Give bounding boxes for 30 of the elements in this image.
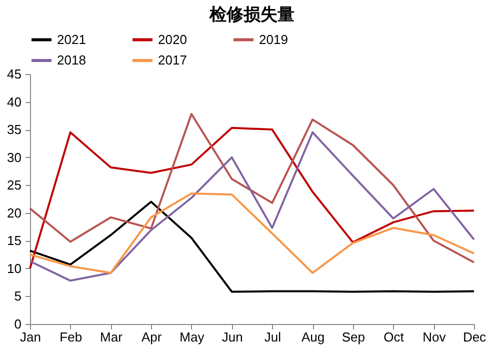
x-tick-label: Feb xyxy=(60,330,82,344)
x-tick-label: Nov xyxy=(422,330,446,344)
x-tick-label: Apr xyxy=(141,330,162,344)
y-tick-label: 30 xyxy=(7,150,22,165)
x-tick-label: Jul xyxy=(264,330,282,344)
y-tick-label: 25 xyxy=(7,178,22,193)
x-tick-label: Jun xyxy=(222,330,243,344)
chart-title: 检修损失量 xyxy=(208,5,294,25)
x-tick-label: Oct xyxy=(384,330,404,344)
x-tick-label: May xyxy=(180,330,205,344)
x-tick-label: Sep xyxy=(342,330,365,344)
y-tick-label: 0 xyxy=(14,316,22,332)
x-tick-label: Mar xyxy=(100,330,124,344)
y-tick-label: 15 xyxy=(7,233,22,248)
y-tick-label: 5 xyxy=(14,288,22,304)
legend-label: 2020 xyxy=(158,32,187,47)
y-tick-label: 45 xyxy=(7,66,22,82)
legend-label: 2017 xyxy=(158,52,187,68)
legend-label: 2021 xyxy=(57,32,86,47)
legend-label: 2018 xyxy=(57,52,86,68)
y-tick-label: 10 xyxy=(7,260,22,276)
legend-label: 2019 xyxy=(259,32,288,47)
x-tick-label: Dec xyxy=(462,330,487,344)
x-tick-label: Jan xyxy=(20,330,41,344)
line-series xyxy=(29,192,475,274)
x-tick-label: Aug xyxy=(301,330,325,344)
y-tick-label: 40 xyxy=(7,94,22,110)
line-series xyxy=(29,200,475,293)
y-tick-label: 35 xyxy=(7,122,22,138)
y-tick-label: 20 xyxy=(7,205,22,220)
